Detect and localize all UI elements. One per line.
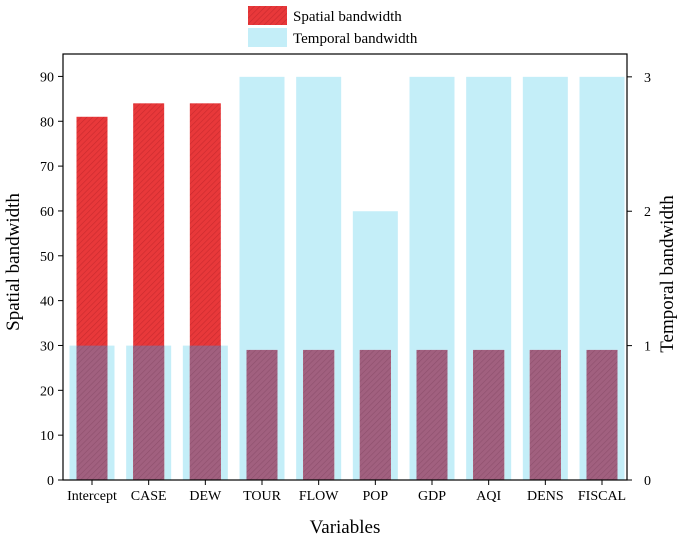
legend: Spatial bandwidth Temporal bandwidth	[248, 6, 418, 47]
overlap-bar-gdp	[416, 349, 448, 480]
x-tick-label-gdp: GDP	[418, 489, 446, 504]
left-tick-label: 40	[40, 295, 54, 310]
x-tick-label-intercept: Intercept	[67, 489, 117, 504]
x-tick-label-dens: DENS	[527, 489, 564, 504]
left-tick-label: 50	[40, 250, 54, 265]
x-axis-title: Variables	[310, 517, 381, 538]
overlap-bar-intercept	[76, 345, 108, 480]
left-tick-label: 60	[40, 205, 54, 220]
left-tick-label: 80	[40, 115, 54, 130]
right-axis: 0 1 2 3	[627, 71, 651, 489]
left-tick-label: 10	[40, 429, 54, 444]
plot-frame	[62, 53, 628, 481]
overlap-bar-aqi	[473, 349, 505, 480]
x-tick-label-flow: FLOW	[299, 489, 339, 504]
left-tick-label: 90	[40, 70, 54, 85]
x-tick-label-dew: DEW	[189, 489, 222, 504]
right-tick-label: 0	[644, 474, 651, 489]
overlap-bar-dens	[529, 349, 561, 480]
left-tick-label: 0	[47, 474, 54, 489]
left-tick-label: 30	[40, 339, 54, 354]
right-tick-label: 3	[644, 71, 651, 86]
legend-label-temporal: Temporal bandwidth	[293, 31, 418, 47]
x-tick-label-aqi: AQI	[476, 489, 501, 504]
right-tick-label: 2	[644, 205, 651, 220]
overlap-bar-fiscal	[586, 349, 618, 480]
overlap-bars	[76, 345, 618, 480]
legend-label-spatial: Spatial bandwidth	[293, 9, 402, 25]
right-tick-label: 1	[644, 340, 651, 355]
x-tick-label-case: CASE	[131, 489, 167, 504]
x-tick-label-pop: POP	[362, 489, 388, 504]
y2-axis-title: Temporal bandwidth	[657, 195, 678, 353]
x-tick-label-fiscal: FISCAL	[578, 489, 626, 504]
left-tick-label: 70	[40, 160, 54, 175]
overlap-bar-tour	[246, 349, 278, 480]
left-tick-label: 20	[40, 384, 54, 399]
left-axis: 0 10 20 30 40 50 60 70 80 90	[40, 70, 63, 489]
x-tick-label-tour: TOUR	[243, 489, 282, 504]
overlap-bar-case	[133, 345, 165, 480]
overlap-bar-flow	[303, 349, 335, 480]
overlap-bar-pop	[359, 349, 391, 480]
y-axis-title: Spatial bandwidth	[3, 193, 24, 331]
legend-swatch-spatial	[248, 6, 287, 25]
overlap-bar-dew	[189, 345, 221, 480]
legend-swatch-temporal	[248, 28, 287, 47]
x-axis: Intercept CASE DEW TOUR FLOW POP GDP AQI DENS FIS…	[67, 480, 626, 504]
